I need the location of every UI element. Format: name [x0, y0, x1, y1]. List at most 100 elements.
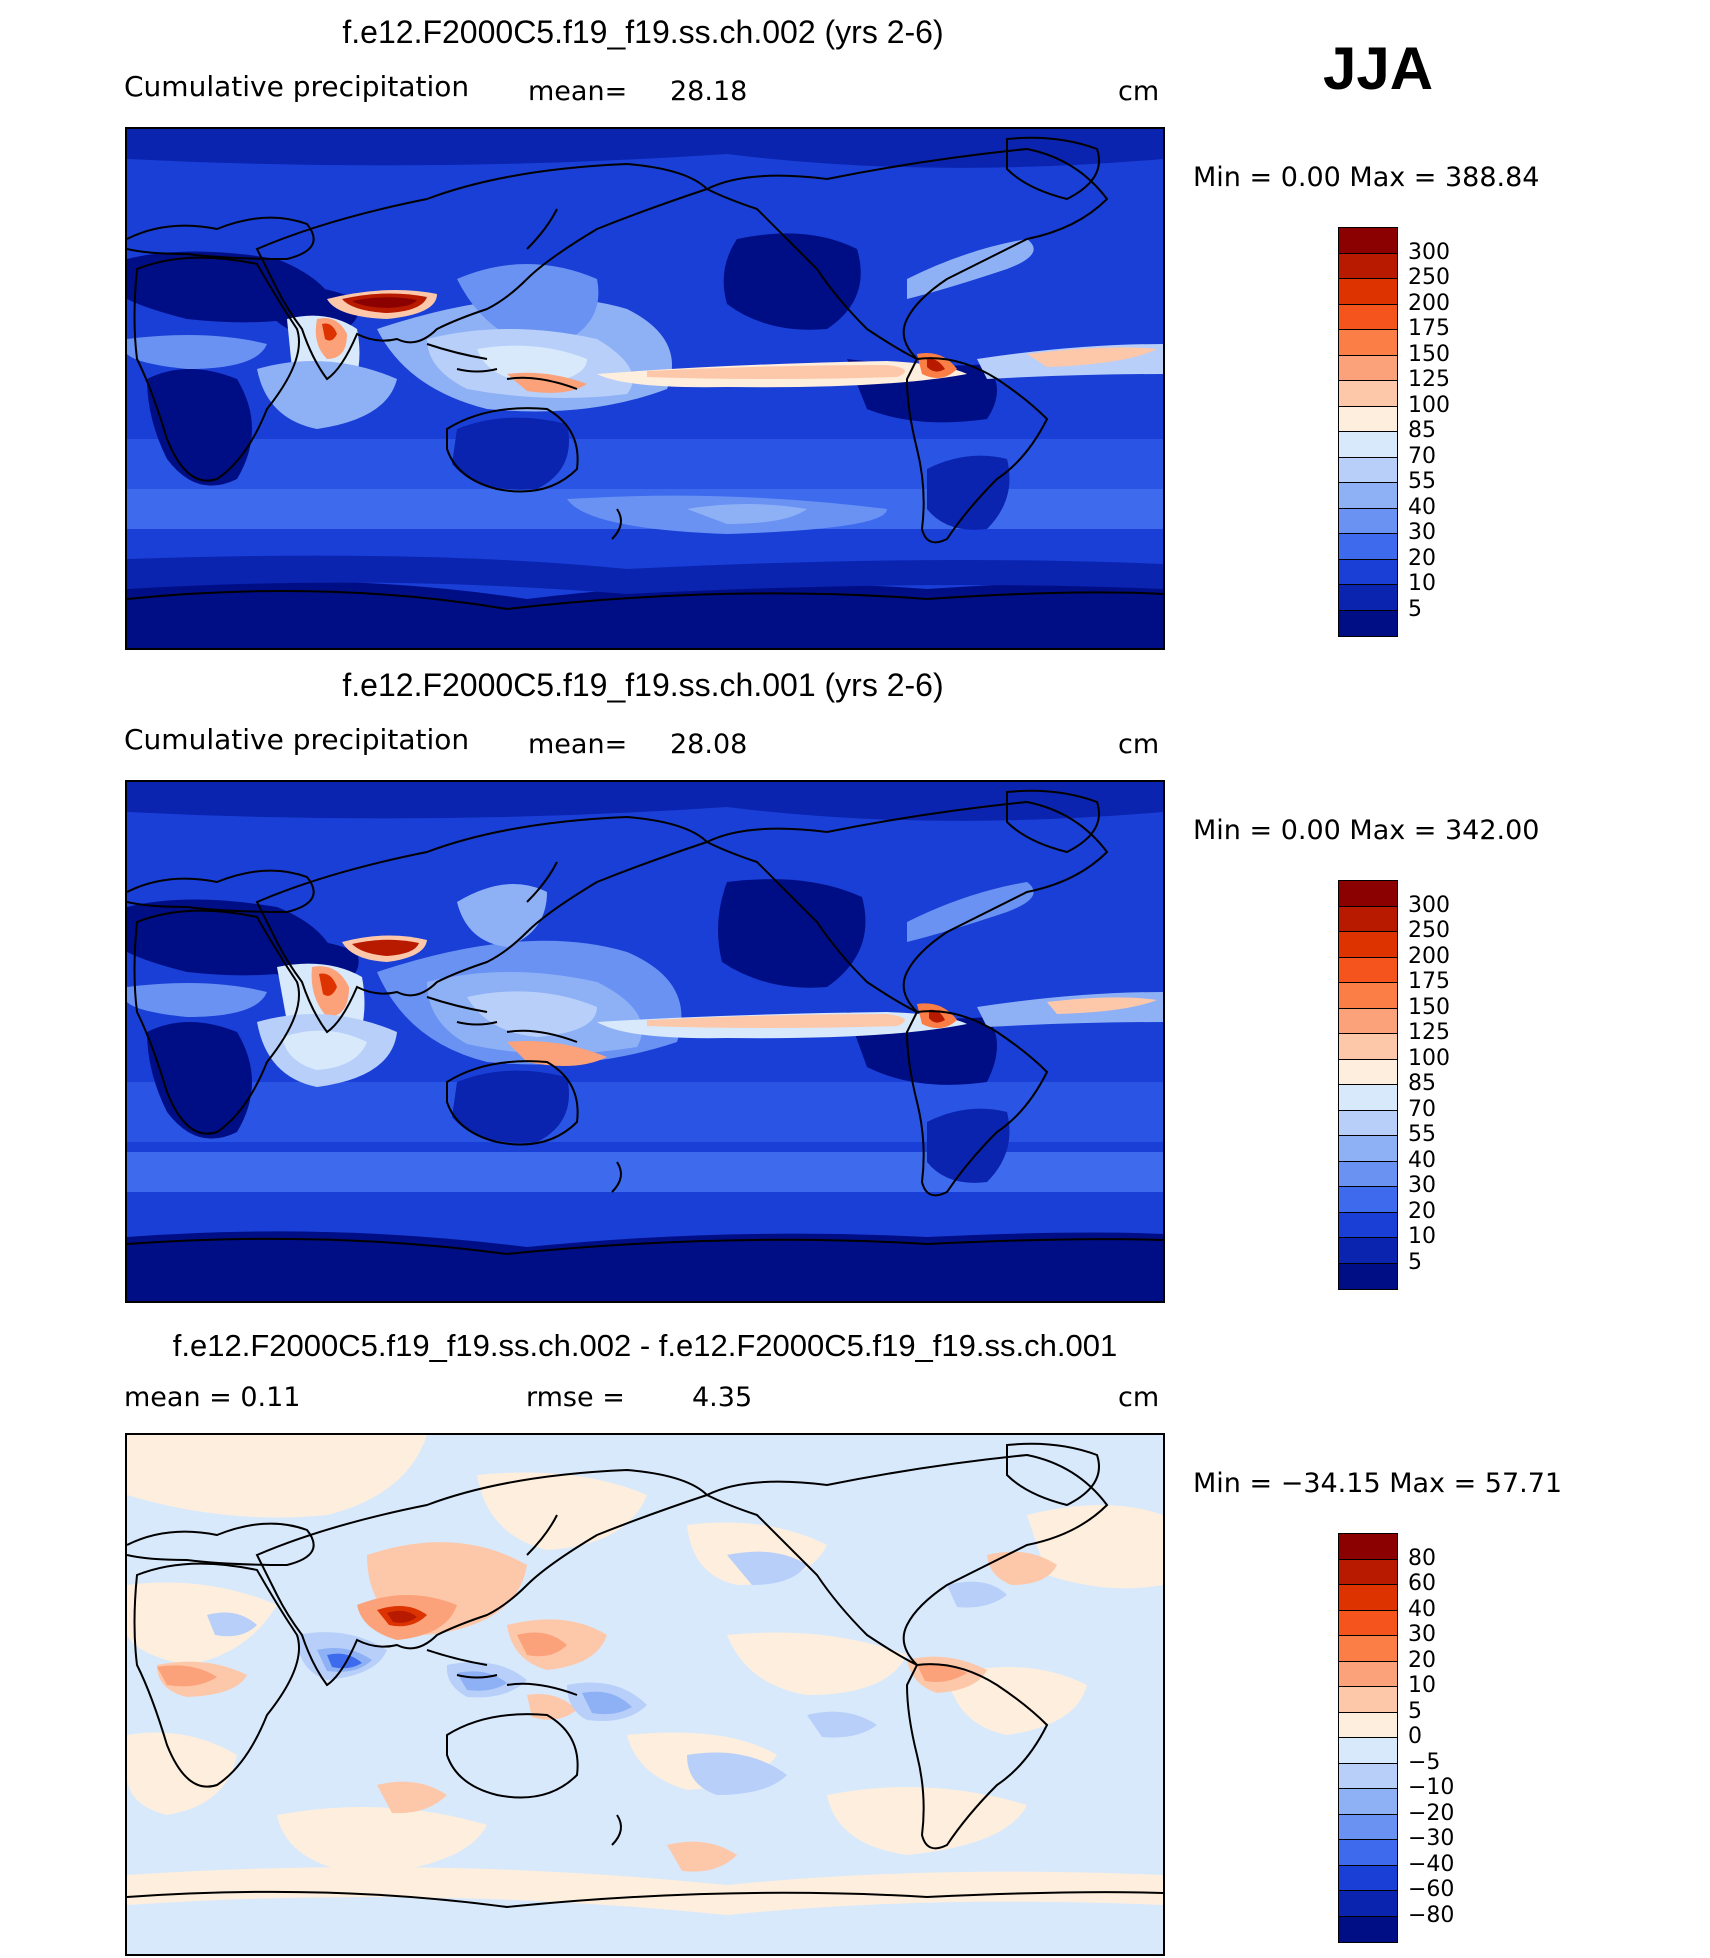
- colorbar-label: 85: [1408, 418, 1436, 443]
- colorbar-label: 60: [1408, 1571, 1436, 1596]
- panel3-colorbar: [1338, 1533, 1398, 1943]
- colorbar-label: 5: [1408, 1698, 1422, 1724]
- panel2-left-label: Cumulative precipitation: [124, 723, 470, 756]
- panel1-colorbar: [1338, 227, 1398, 637]
- colorbar-label: 30: [1408, 1173, 1436, 1198]
- colorbar-label: 125: [1408, 367, 1450, 392]
- colorbar-label: 250: [1408, 918, 1450, 943]
- colorbar-swatch: [1339, 1212, 1397, 1238]
- panel1-stat-label: mean=: [528, 76, 628, 107]
- colorbar-label: 200: [1408, 943, 1450, 969]
- panel1-title: f.e12.F2000C5.f19_f19.ss.ch.002 (yrs 2-6…: [342, 14, 944, 50]
- colorbar-swatch: [1339, 559, 1397, 585]
- colorbar-swatch: [1339, 1789, 1397, 1815]
- colorbar-label: 150: [1408, 994, 1450, 1020]
- colorbar-label: 125: [1408, 1020, 1450, 1045]
- colorbar-swatch: [1339, 1738, 1397, 1764]
- colorbar-label: 175: [1408, 969, 1450, 994]
- colorbar-label: 80: [1408, 1545, 1436, 1571]
- colorbar-swatch: [1339, 1034, 1397, 1060]
- colorbar-swatch: [1339, 1263, 1397, 1289]
- colorbar-label: 0: [1408, 1724, 1422, 1749]
- colorbar-label: 5: [1408, 1249, 1422, 1275]
- panel2-stat-value: 28.08: [670, 729, 748, 760]
- colorbar-label: 150: [1408, 341, 1450, 367]
- colorbar-swatch: [1339, 1085, 1397, 1111]
- panel2-stat-label: mean=: [528, 729, 628, 760]
- colorbar-swatch: [1339, 483, 1397, 509]
- colorbar-label: −60: [1408, 1877, 1455, 1902]
- colorbar-label: 100: [1408, 392, 1450, 418]
- panel2-colorbar: [1338, 880, 1398, 1290]
- colorbar-label: −40: [1408, 1851, 1455, 1877]
- colorbar-swatch: [1339, 1814, 1397, 1840]
- colorbar-swatch: [1339, 355, 1397, 381]
- colorbar-swatch: [1339, 1916, 1397, 1942]
- panel1-stat-value: 28.18: [670, 76, 748, 107]
- colorbar-swatch: [1339, 330, 1397, 356]
- colorbar-label: −30: [1408, 1826, 1455, 1851]
- colorbar-label: 10: [1408, 1673, 1436, 1698]
- colorbar-swatch: [1339, 1636, 1397, 1662]
- colorbar-swatch: [1339, 983, 1397, 1009]
- colorbar-label: −5: [1408, 1749, 1441, 1775]
- panel1-left-label: Cumulative precipitation: [124, 70, 470, 103]
- panel2-units: cm: [1118, 729, 1160, 760]
- panel1-precip-map: [125, 127, 1165, 650]
- colorbar-swatch: [1339, 881, 1397, 907]
- colorbar-swatch: [1339, 1238, 1397, 1264]
- colorbar-swatch: [1339, 406, 1397, 432]
- colorbar-swatch: [1339, 228, 1397, 254]
- colorbar-label: 40: [1408, 1596, 1436, 1622]
- colorbar-swatch: [1339, 1763, 1397, 1789]
- colorbar-swatch: [1339, 1059, 1397, 1085]
- panel3-difference-map: [125, 1433, 1165, 1956]
- colorbar-label: 30: [1408, 1622, 1436, 1647]
- panel1-units: cm: [1118, 76, 1160, 107]
- colorbar-swatch: [1339, 1008, 1397, 1034]
- colorbar-label: 40: [1408, 1147, 1436, 1173]
- colorbar-label: 30: [1408, 520, 1436, 545]
- colorbar-swatch: [1339, 1187, 1397, 1213]
- colorbar-swatch: [1339, 1891, 1397, 1917]
- colorbar-label: −80: [1408, 1902, 1455, 1928]
- colorbar-swatch: [1339, 1585, 1397, 1611]
- colorbar-label: 55: [1408, 1122, 1436, 1147]
- colorbar-label: 70: [1408, 1096, 1436, 1122]
- colorbar-label: 100: [1408, 1045, 1450, 1071]
- colorbar-swatch: [1339, 534, 1397, 560]
- colorbar-label: 40: [1408, 494, 1436, 520]
- colorbar-swatch: [1339, 957, 1397, 983]
- colorbar-swatch: [1339, 381, 1397, 407]
- panel3-stat-label: rmse =: [526, 1382, 625, 1413]
- panel2-precip-map: [125, 780, 1165, 1303]
- colorbar-swatch: [1339, 610, 1397, 636]
- colorbar-label: 250: [1408, 265, 1450, 290]
- colorbar-label: 55: [1408, 469, 1436, 494]
- colorbar-label: 70: [1408, 443, 1436, 469]
- panel3-title: f.e12.F2000C5.f19_f19.ss.ch.002 - f.e12.…: [172, 1328, 1118, 1363]
- panel1-minmax: Min = 0.00 Max = 388.84: [1193, 162, 1540, 193]
- colorbar-swatch: [1339, 1712, 1397, 1738]
- colorbar-swatch: [1339, 1865, 1397, 1891]
- colorbar-swatch: [1339, 585, 1397, 611]
- colorbar-label: 20: [1408, 1198, 1436, 1224]
- panel3-stat-value: 4.35: [692, 1382, 753, 1413]
- colorbar-swatch: [1339, 508, 1397, 534]
- colorbar-swatch: [1339, 1661, 1397, 1687]
- panel2-minmax: Min = 0.00 Max = 342.00: [1193, 815, 1540, 846]
- panel3-units: cm: [1118, 1382, 1160, 1413]
- season-label: JJA: [1323, 35, 1434, 102]
- colorbar-swatch: [1339, 279, 1397, 305]
- colorbar-label: 5: [1408, 596, 1422, 622]
- colorbar-swatch: [1339, 1687, 1397, 1713]
- colorbar-label: 300: [1408, 892, 1450, 918]
- panel3-minmax: Min = −34.15 Max = 57.71: [1193, 1468, 1563, 1499]
- colorbar-label: −10: [1408, 1775, 1455, 1800]
- colorbar-swatch: [1339, 1610, 1397, 1636]
- colorbar-swatch: [1339, 1136, 1397, 1162]
- colorbar-swatch: [1339, 432, 1397, 458]
- colorbar-swatch: [1339, 1559, 1397, 1585]
- colorbar-swatch: [1339, 1110, 1397, 1136]
- colorbar-label: 10: [1408, 571, 1436, 596]
